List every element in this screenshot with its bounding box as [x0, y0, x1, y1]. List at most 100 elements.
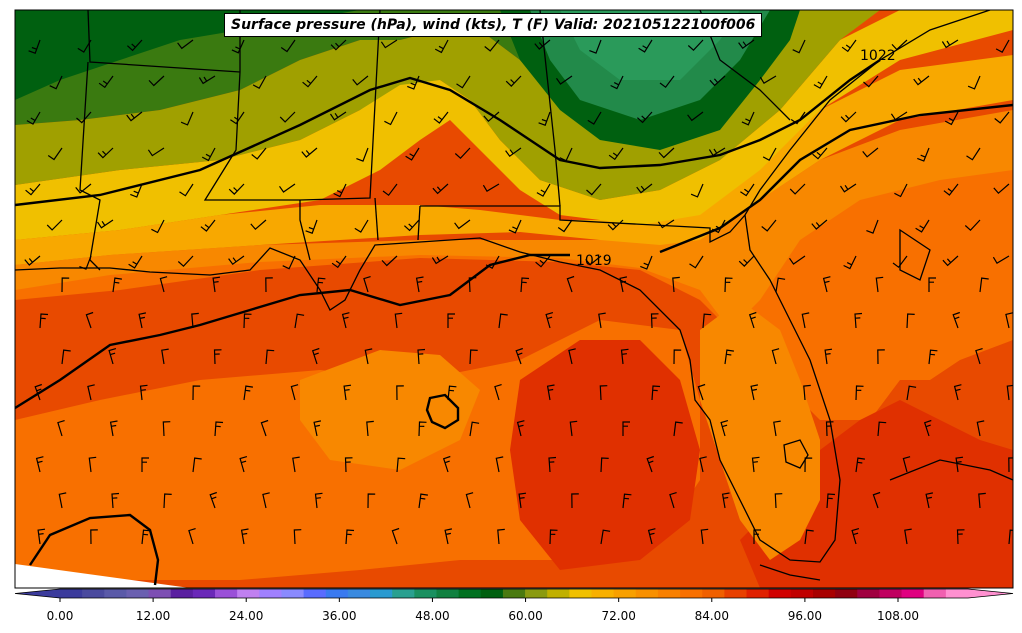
wind-barb: [192, 457, 202, 473]
wind-barb: [824, 348, 833, 365]
colorbar-swatch: [303, 589, 327, 598]
wind-barb: [711, 219, 726, 234]
wind-barb: [568, 348, 576, 365]
colorbar-swatch: [82, 589, 105, 598]
wind-barb: [87, 384, 95, 401]
isobar-1022: [15, 59, 881, 207]
wind-barb: [841, 39, 857, 53]
colorbar: [14, 588, 1014, 599]
wind-barb: [57, 420, 65, 437]
border-line: [299, 200, 311, 261]
wind-barb: [148, 75, 165, 87]
wind-barb: [191, 312, 199, 329]
wind-barb: [293, 529, 302, 545]
wind-barb: [265, 277, 273, 293]
wind-barb: [301, 147, 318, 158]
wind-barb: [1005, 312, 1013, 329]
wind-barb: [759, 75, 777, 85]
wind-barb: [804, 529, 814, 545]
wind-barb: [955, 456, 964, 473]
wind-barb: [302, 75, 318, 88]
contour-label-1019: 1019: [576, 253, 612, 269]
temp-band-66: [15, 10, 1013, 240]
wind-barb: [250, 219, 267, 231]
wind-barb: [417, 348, 426, 365]
colorbar-swatch: [347, 589, 371, 598]
wind-barb: [282, 255, 296, 270]
wind-barb: [748, 311, 757, 329]
wind-barb: [536, 183, 551, 197]
wind-barb: [265, 349, 275, 365]
wind-barb: [647, 528, 656, 545]
wind-barb: [494, 384, 502, 401]
wind-barb: [230, 111, 245, 125]
wind-barb: [534, 39, 551, 50]
wind-barb: [589, 39, 602, 54]
wind-barb: [188, 528, 196, 545]
wind-barb: [721, 492, 730, 509]
wind-barb: [384, 111, 398, 126]
colorbar-swatch: [126, 589, 150, 598]
border-line: [203, 10, 300, 201]
wind-barb: [415, 276, 424, 293]
colorbar-tick-label: 84.00: [695, 609, 729, 623]
colorbar-tick-label: 36.00: [322, 609, 356, 623]
wind-barb: [484, 39, 500, 52]
colorbar-tick-label: 0.00: [47, 609, 74, 623]
wind-barb: [98, 75, 114, 89]
border-line: [299, 10, 381, 201]
wind-barb: [201, 147, 216, 162]
wind-barb: [518, 492, 527, 509]
wind-barb: [341, 312, 350, 329]
colorbar-ticks: 0.00 12.00 24.00 36.00 48.00 60.00 72.00 84.00 9…: [47, 598, 919, 623]
wind-barb: [598, 312, 606, 329]
wind-barb: [85, 311, 94, 329]
wind-barb: [128, 255, 143, 269]
wind-barb: [88, 456, 97, 473]
wind-barb: [687, 39, 704, 52]
wind-barb: [112, 277, 122, 293]
wind-barb: [228, 183, 245, 195]
wind-barb: [702, 313, 712, 329]
wind-barb: [1008, 457, 1013, 473]
wind-barb: [636, 183, 653, 194]
colorbar-swatch: [857, 589, 880, 598]
wind-barb: [161, 348, 169, 365]
wind-barb: [978, 492, 986, 509]
wind-barb: [333, 183, 347, 198]
wind-barb: [811, 219, 828, 230]
colorbar-swatch: [325, 589, 349, 598]
wind-barb: [130, 183, 143, 198]
wind-barb: [689, 255, 704, 269]
wind-barb: [431, 255, 449, 265]
colorbar-tick-label: 24.00: [229, 609, 263, 623]
wind-barb: [803, 384, 811, 401]
wind-barb: [162, 421, 171, 437]
wind-barb: [403, 219, 420, 232]
wind-barb: [330, 111, 347, 121]
wind-barb: [76, 111, 92, 124]
colorbar-swatch: [569, 589, 593, 598]
wind-barb: [619, 276, 628, 293]
wind-barb: [363, 276, 371, 293]
wind-barb: [587, 111, 602, 125]
wind-barb: [111, 492, 120, 509]
colorbar-swatch: [480, 589, 504, 598]
wind-barb: [405, 147, 420, 161]
colorbar-swatch: [281, 589, 305, 598]
wind-barb: [976, 420, 985, 437]
wind-barb: [902, 456, 911, 473]
wind-barb: [447, 385, 457, 401]
colorbar-swatch: [879, 589, 903, 598]
wind-barb: [396, 457, 406, 473]
wind-barb: [177, 39, 194, 50]
wind-barb: [792, 39, 806, 54]
wind-barb: [549, 529, 558, 545]
wind-barb: [657, 219, 675, 229]
wind-barb: [771, 348, 780, 365]
wind-barb: [508, 219, 522, 234]
wind-barb: [364, 348, 373, 365]
wind-barb: [672, 276, 680, 293]
wind-barb: [279, 183, 296, 193]
